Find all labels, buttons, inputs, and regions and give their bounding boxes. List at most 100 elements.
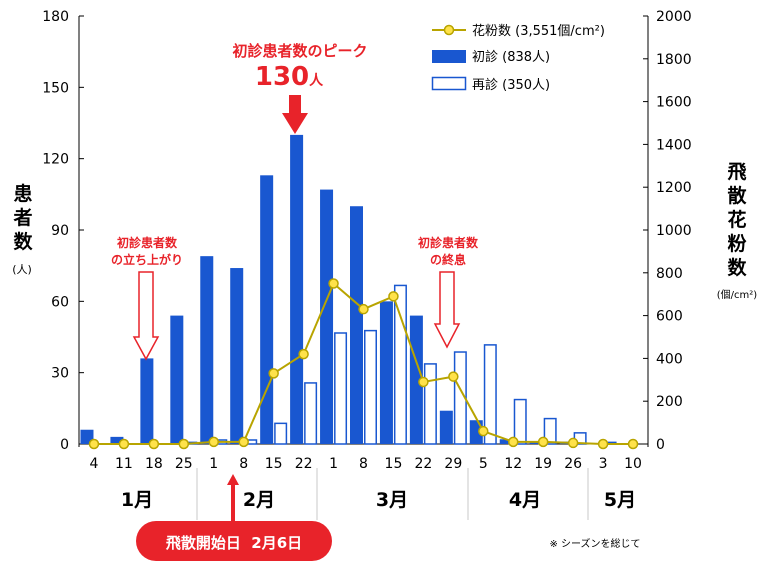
pollen-line-series [88,278,639,450]
pollen-point [567,437,579,449]
month-label: 2月 [243,489,275,511]
right-axis-unit: (個/cm²) [717,288,758,301]
left-tick-label: 180 [42,9,69,25]
pollen-point [358,303,369,315]
pollen-point [88,438,100,450]
peak-value: 130人 [255,62,324,92]
first-visit-bar [110,436,124,444]
legend-first-visit-swatch [432,50,466,63]
right-tick-label: 400 [656,351,683,367]
pollen-point [118,438,130,450]
pollen-point [328,278,339,289]
pollen-point [298,348,309,360]
first-visit-bar [230,268,244,444]
right-tick-label: 1600 [656,95,692,111]
revisit-bar [513,398,527,445]
left-tick-label: 90 [51,223,69,239]
x-tick-label: 15 [265,456,283,472]
left-tick-label: 60 [51,294,69,310]
start-badge [136,521,332,561]
legend-revisit-label: 再診 (350人) [472,77,550,93]
right-tick-label: 800 [656,266,683,282]
revisit-bar [334,332,348,445]
peak-value-unit: 人 [309,72,324,89]
pollen-point [268,368,279,379]
month-label: 5月 [604,489,636,511]
pollen-point [208,436,220,448]
revisit-bar [543,417,557,445]
start-badge-label: 飛散開始日 2月6日 [165,534,302,552]
x-tick-labels: 4 11 18 25 1 8 15 22 1 8 15 22 29 5 12 19 26 3 10 [90,456,642,472]
legend-pollen-swatch-marker [443,24,455,36]
peak-arrow [282,95,308,134]
x-tick-label: 5 [479,456,488,472]
pollen-point [627,438,639,450]
first-visit-bar [439,410,453,444]
rise-arrow [132,271,160,361]
right-tick-label: 2000 [656,9,692,25]
right-axis-ticks: 0 200 400 600 800 1000 1200 1400 1600 1800 2000 [643,9,692,453]
x-tick-label: 8 [359,456,368,472]
first-visit-bar [320,189,334,444]
x-tick-label: 19 [534,456,552,472]
pollen-point [418,376,429,388]
x-tick-label: 1 [209,456,218,472]
revisit-bar [483,344,497,445]
x-tick-label: 1 [329,456,338,472]
x-tick-label: 29 [444,456,462,472]
pollen-point [507,436,519,448]
x-tick-label: 22 [295,456,313,472]
left-axis-ticks: 0 30 60 90 120 150 180 [42,9,84,453]
right-axis-char: 数 [727,256,747,279]
left-tick-label: 0 [60,437,69,453]
right-axis-title: 飛 散 花 粉 数 [727,161,747,279]
first-visit-bar [290,134,304,444]
right-tick-label: 1800 [656,52,692,68]
right-axis-char: 粉 [727,232,746,255]
peak-title: 初診患者数のピーク [232,42,367,60]
x-tick-label: 10 [624,456,642,472]
month-labels: 1月 2月 3月 4月 5月 [121,489,636,511]
right-tick-label: 600 [656,309,683,325]
x-tick-label: 4 [90,456,99,472]
right-tick-label: 1000 [656,223,692,239]
right-axis-char: 散 [727,184,746,207]
legend: 花粉数 (3,551個/cm²) 初診 (838人) 再診 (350人) [431,23,605,93]
revisit-bar [423,363,437,445]
x-tick-label: 25 [175,456,193,472]
peak-value-number: 130 [255,62,309,92]
footnote: ※ シーズンを総じて [549,537,640,550]
month-label: 3月 [376,489,408,511]
x-tick-label: 18 [145,456,163,472]
bar-series [80,134,617,445]
x-tick-label: 12 [504,456,522,472]
end-arrow [433,271,461,349]
right-tick-label: 0 [656,437,665,453]
right-axis-char: 花 [727,208,746,231]
first-visit-bar [409,315,423,444]
first-visit-bar [260,175,274,445]
end-label-line1: 初診患者数 [418,235,479,250]
month-label: 4月 [509,489,541,511]
x-tick-label: 3 [599,456,608,472]
first-visit-bar [499,439,513,444]
left-axis-unit: (人) [12,263,32,276]
month-separators [196,468,589,520]
pollen-point [238,436,249,448]
right-tick-label: 1400 [656,137,692,153]
rise-label-line2: の立ち上がり [111,252,183,267]
first-visit-bar [379,301,393,444]
pollen-point [537,436,549,448]
legend-pollen-label: 花粉数 (3,551個/cm²) [472,23,605,39]
x-tick-label: 11 [115,456,133,472]
pollen-point [148,438,160,450]
right-tick-label: 1200 [656,180,692,196]
start-arrow [227,474,239,522]
right-axis-char: 飛 [727,161,746,183]
left-tick-label: 30 [51,366,69,382]
revisit-bar [364,329,377,445]
month-label: 1月 [121,489,153,511]
legend-first-visit-label: 初診 (838人) [472,49,550,65]
left-axis-char: 患 [13,182,32,205]
